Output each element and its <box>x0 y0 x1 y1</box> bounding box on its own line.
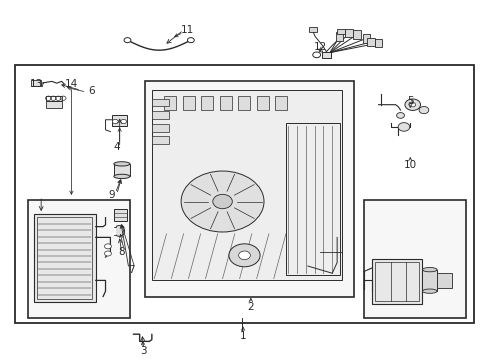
Polygon shape <box>275 96 287 110</box>
Polygon shape <box>366 38 374 46</box>
Polygon shape <box>152 124 168 132</box>
Polygon shape <box>163 96 176 110</box>
Polygon shape <box>152 90 341 280</box>
Polygon shape <box>152 99 168 107</box>
Polygon shape <box>152 136 168 144</box>
Text: 13: 13 <box>30 79 43 89</box>
Ellipse shape <box>114 162 130 166</box>
Ellipse shape <box>422 289 436 293</box>
Polygon shape <box>321 51 330 58</box>
Text: 3: 3 <box>140 346 146 356</box>
Circle shape <box>212 194 232 209</box>
Text: 12: 12 <box>313 42 326 52</box>
Text: 14: 14 <box>64 79 78 89</box>
Polygon shape <box>27 200 130 318</box>
Circle shape <box>396 113 404 118</box>
Circle shape <box>228 244 260 267</box>
Text: 9: 9 <box>108 190 115 201</box>
Polygon shape <box>422 270 436 291</box>
Polygon shape <box>362 34 369 42</box>
Circle shape <box>181 171 264 232</box>
Polygon shape <box>45 101 61 108</box>
Text: 6: 6 <box>88 86 95 96</box>
Ellipse shape <box>114 226 124 236</box>
Polygon shape <box>144 81 353 297</box>
Circle shape <box>238 251 250 260</box>
Circle shape <box>124 38 131 42</box>
Polygon shape <box>182 96 194 110</box>
Polygon shape <box>152 111 168 119</box>
Polygon shape <box>371 259 422 304</box>
Polygon shape <box>308 27 316 32</box>
Circle shape <box>397 123 409 131</box>
Circle shape <box>121 120 126 124</box>
Circle shape <box>409 103 415 107</box>
Text: 2: 2 <box>247 302 254 312</box>
Polygon shape <box>256 96 268 110</box>
Text: 7: 7 <box>128 265 134 275</box>
Text: 10: 10 <box>403 159 416 170</box>
Polygon shape <box>201 96 213 110</box>
Polygon shape <box>436 273 451 288</box>
Circle shape <box>312 52 320 58</box>
Polygon shape <box>374 39 382 47</box>
Polygon shape <box>345 29 352 37</box>
Polygon shape <box>335 32 343 41</box>
Ellipse shape <box>114 174 130 179</box>
Circle shape <box>418 107 428 114</box>
Circle shape <box>104 244 111 249</box>
Polygon shape <box>31 80 41 86</box>
Polygon shape <box>363 200 466 318</box>
Circle shape <box>404 99 420 111</box>
Text: 4: 4 <box>113 141 120 152</box>
Ellipse shape <box>422 267 436 272</box>
Polygon shape <box>34 214 96 302</box>
Text: 5: 5 <box>406 96 413 106</box>
Polygon shape <box>238 96 250 110</box>
Polygon shape <box>112 116 127 126</box>
Polygon shape <box>15 65 473 323</box>
Polygon shape <box>219 96 231 110</box>
Text: 1: 1 <box>239 331 246 341</box>
Polygon shape <box>114 164 130 176</box>
Text: 11: 11 <box>180 25 193 35</box>
Circle shape <box>187 38 194 42</box>
Text: 8: 8 <box>118 247 124 257</box>
Polygon shape <box>114 209 127 221</box>
Polygon shape <box>352 31 360 39</box>
Circle shape <box>112 120 118 124</box>
Circle shape <box>104 251 111 256</box>
Polygon shape <box>336 30 344 34</box>
